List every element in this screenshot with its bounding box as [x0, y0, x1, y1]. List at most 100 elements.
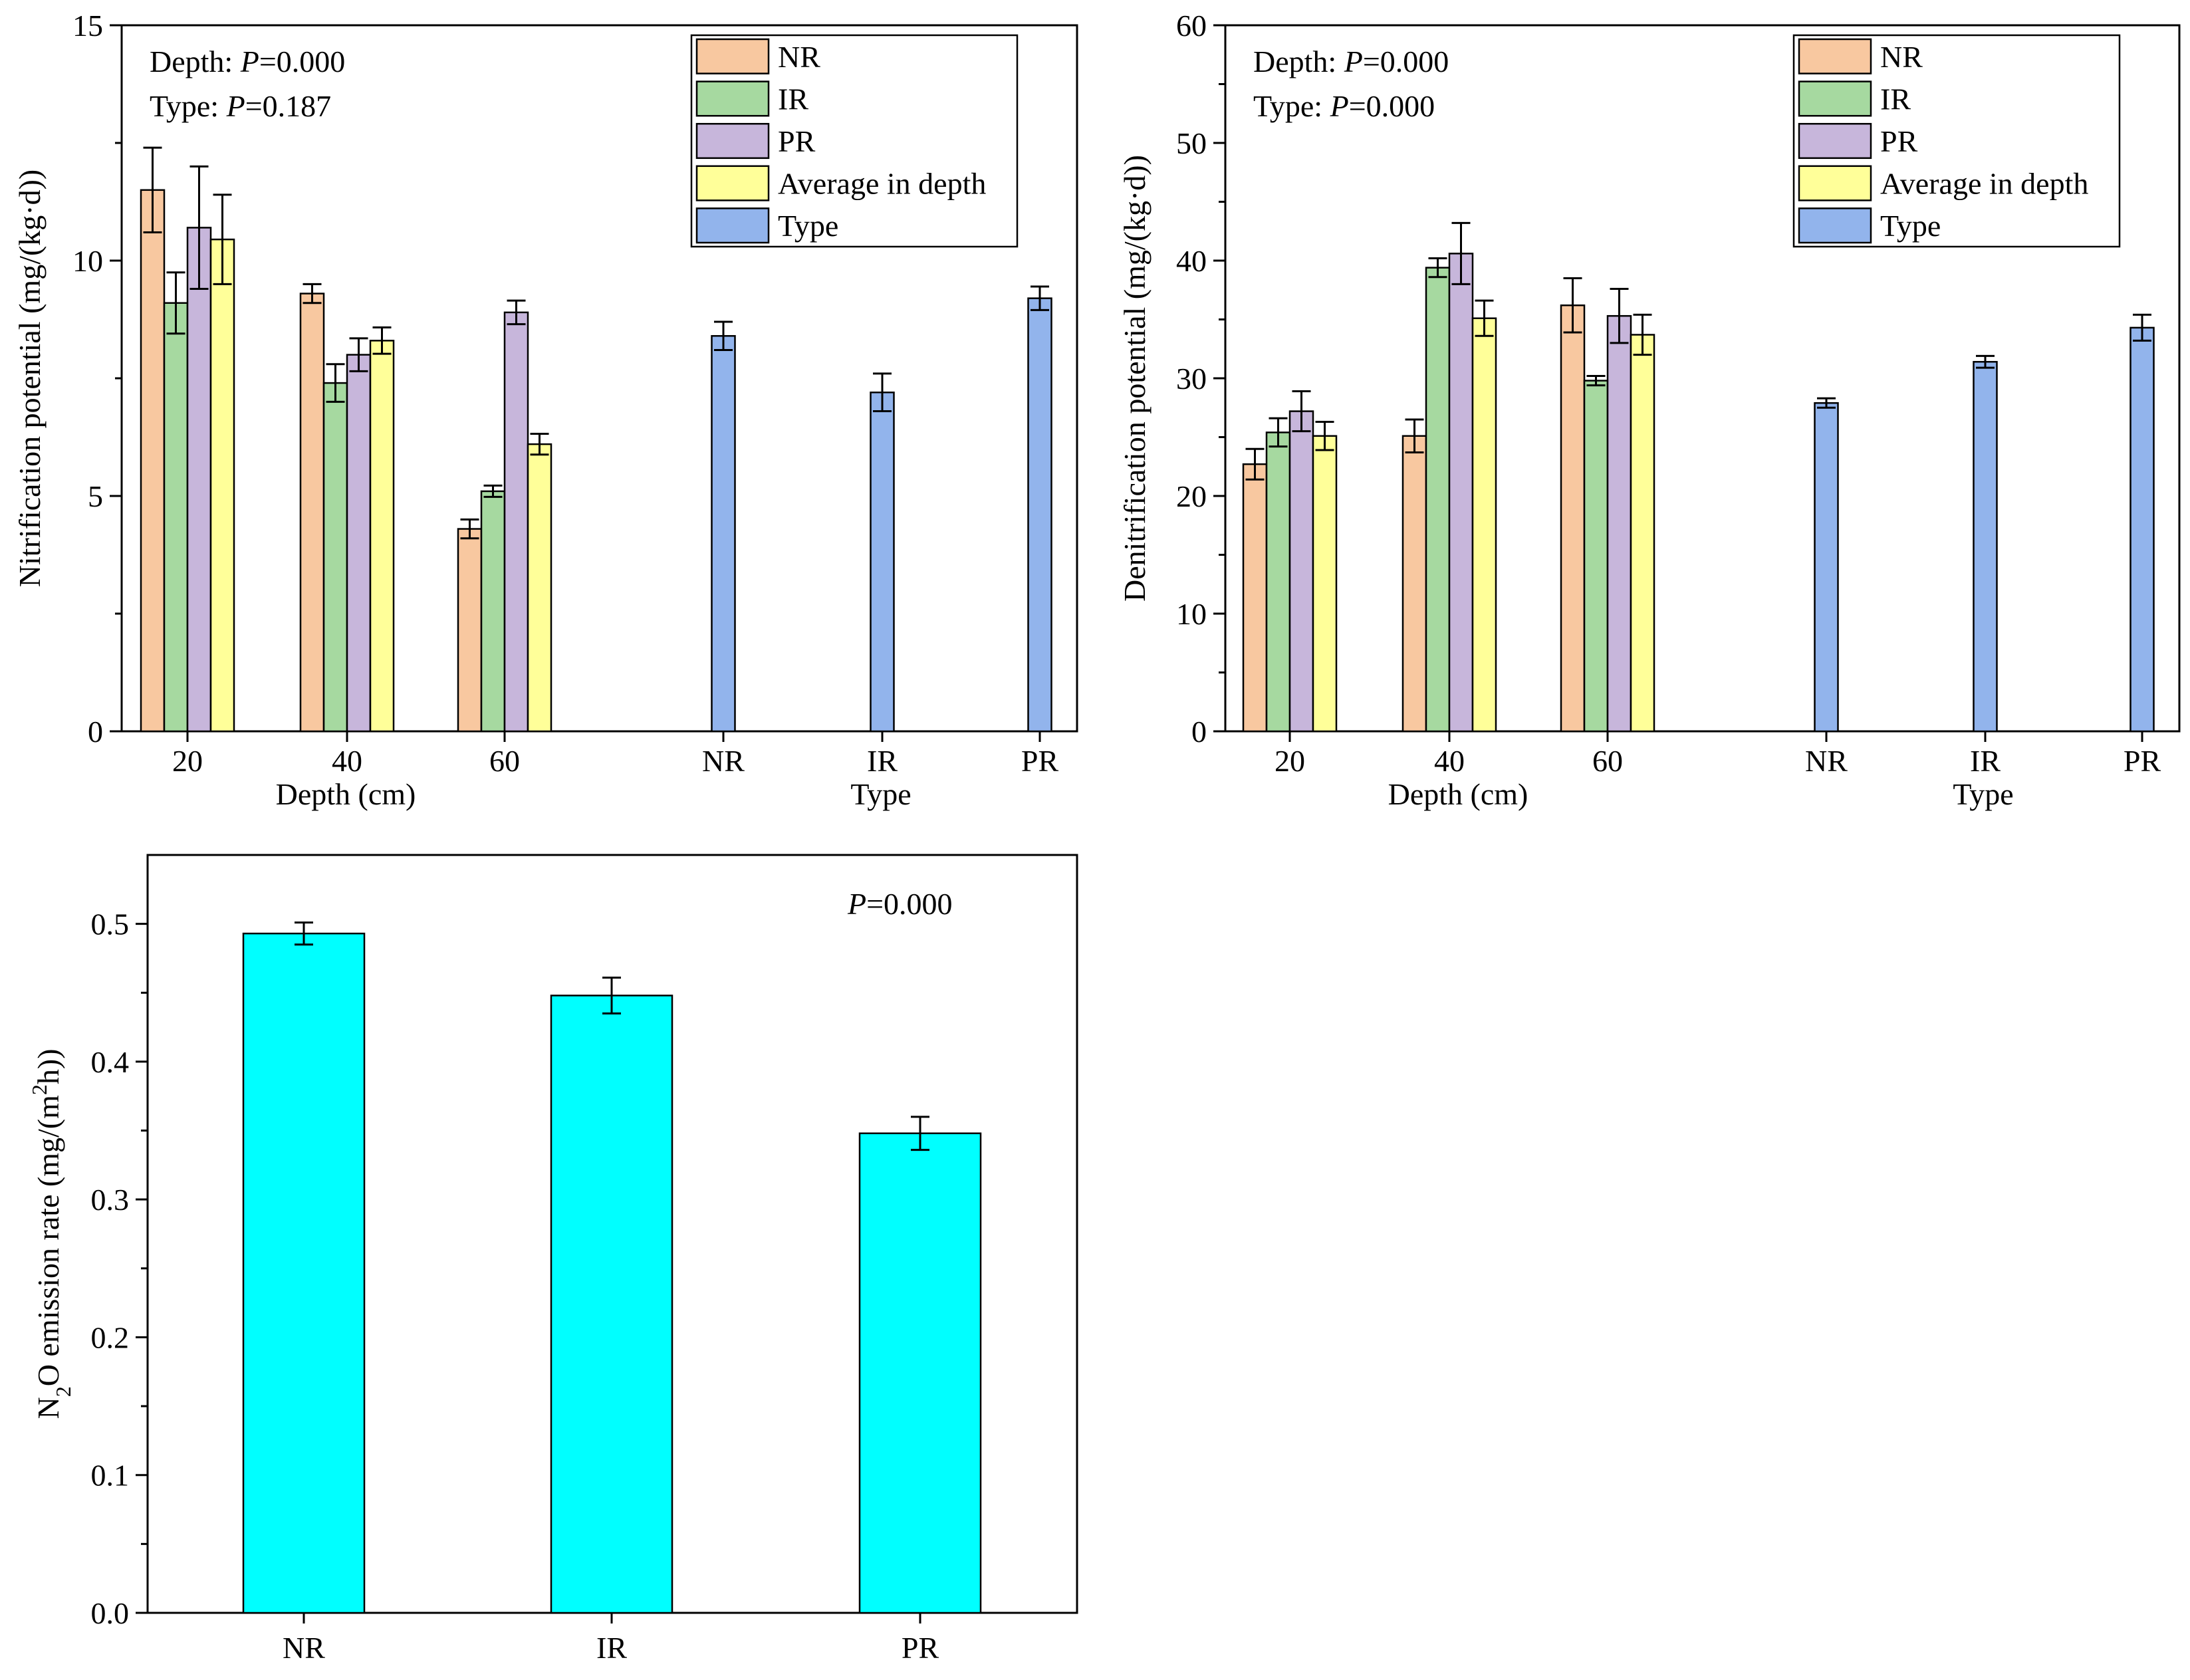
- nitrification-bar: [209, 238, 235, 733]
- denitrification-bar: [1401, 435, 1427, 733]
- nitrification-bar: [322, 382, 348, 733]
- nitrification-legend-swatch: [695, 38, 770, 74]
- n2o-bar: [858, 1132, 982, 1614]
- nitrification-bar: [870, 391, 895, 733]
- nitrification-p-value-annotation: Depth: P=0.000: [150, 45, 345, 78]
- nitrification-legend-label: Type: [778, 209, 838, 243]
- nitrification-bar: [299, 293, 325, 733]
- nitrification-error-bar: [213, 193, 232, 285]
- denitrification-error-bar: [1245, 447, 1265, 481]
- nitrification-bar: [163, 302, 189, 733]
- denitrification-error-bar: [1451, 221, 1471, 285]
- denitrification-error-bar: [1269, 417, 1288, 448]
- n2o-error-bar: [911, 1116, 929, 1151]
- nitrification-bar: [1027, 297, 1052, 733]
- denitrification-error-bar: [1610, 287, 1629, 344]
- nitrification-y-tick-label: 0: [88, 715, 103, 749]
- denitrification-bar: [1312, 435, 1338, 733]
- n2o-error-bar: [602, 976, 621, 1015]
- denitrification-error-bar: [1586, 374, 1606, 387]
- denitrification-x-tick-label: IR: [1970, 744, 2001, 778]
- denitrification-bar: [1288, 410, 1314, 733]
- n2o-y-tick-label: 0.3: [91, 1183, 130, 1217]
- denitrification-y-tick-label: 60: [1176, 9, 1207, 43]
- denitrification-y-tick-label: 50: [1176, 126, 1207, 160]
- n2o-bar: [550, 995, 673, 1614]
- nitrification-error-bar: [189, 165, 209, 290]
- nitrification-legend-label: Average in depth: [778, 167, 986, 201]
- denitrification-bar: [1448, 253, 1474, 733]
- nitrification-bar: [346, 354, 372, 733]
- n2o-p-value-annotation: P=0.000: [847, 887, 953, 921]
- denitrification-bar: [1265, 431, 1291, 733]
- nitrification-error-bar: [460, 518, 479, 540]
- nitrification-x-tick-label: 20: [172, 744, 203, 778]
- denitrification-bar: [1973, 360, 1998, 733]
- denitrification-error-bar: [1817, 397, 1836, 409]
- denitrification-error-bar: [1633, 313, 1652, 356]
- nitrification-y-tick-label: 15: [72, 9, 103, 43]
- denitrification-bar: [1814, 402, 1839, 733]
- nitrification-bar: [527, 443, 552, 733]
- denitrification-legend-label: IR: [1880, 82, 1911, 116]
- nitrification-bar: [186, 227, 212, 733]
- nitrification-x-axis-title: Depth (cm): [276, 777, 416, 811]
- nitrification-legend-swatch: [695, 80, 770, 117]
- denitrification-y-tick-label: 30: [1176, 362, 1207, 396]
- denitrification-bar: [2129, 326, 2155, 733]
- denitrification-error-bar: [1475, 299, 1494, 337]
- denitrification-legend-label: PR: [1880, 124, 1918, 158]
- nitrification-bar: [711, 335, 736, 733]
- denitrification-legend-swatch: [1798, 165, 1872, 201]
- denitrification-legend-swatch: [1798, 80, 1872, 117]
- denitrification-error-bar: [1405, 418, 1424, 454]
- nitrification-legend-label: PR: [778, 124, 816, 158]
- nitrification-error-bar: [873, 372, 892, 413]
- nitrification-legend-swatch: [695, 122, 770, 160]
- nitrification-x-tick-label: 40: [332, 744, 362, 778]
- denitrification-error-bar: [1976, 354, 1995, 369]
- nitrification-x-tick-label: 60: [489, 744, 520, 778]
- nitrification-p-value-annotation: Type: P=0.187: [150, 89, 331, 123]
- denitrification-y-axis-title: Denitrification potential (mg/(kg·d)): [1118, 155, 1152, 602]
- denitrification-bar: [1630, 334, 1655, 733]
- denitrification-y-tick-label: 10: [1176, 597, 1207, 631]
- n2o-error-bar: [295, 921, 313, 946]
- denitrification-x-tick-label: 20: [1275, 744, 1305, 778]
- denitrification-x-tick-label: PR: [2124, 744, 2161, 778]
- n2o-y-axis-title: N2O emission rate (mg/(m2h)): [27, 1048, 75, 1419]
- nitrification-legend-label: IR: [778, 82, 808, 116]
- denitrification-bar: [1606, 314, 1632, 733]
- denitrification-y-tick-label: 0: [1191, 715, 1207, 749]
- nitrification-error-bar: [372, 326, 392, 355]
- denitrification-error-bar: [2133, 313, 2151, 342]
- nitrification-error-bar: [1031, 285, 1049, 311]
- denitrification-error-bar: [1315, 420, 1334, 451]
- denitrification-p-value-annotation: Depth: P=0.000: [1253, 45, 1449, 78]
- nitrification-x-axis-title: Type: [850, 777, 911, 811]
- nitrification-x-tick-label: NR: [702, 744, 745, 778]
- nitrification-bar: [140, 189, 166, 733]
- nitrification-error-bar: [349, 337, 368, 372]
- denitrification-legend: NR IR PR Average in depth Type: [1792, 34, 2121, 248]
- denitrification-legend-label: Average in depth: [1880, 167, 2088, 201]
- nitrification-bar: [503, 311, 529, 733]
- nitrification-error-bar: [303, 283, 322, 304]
- nitrification-x-tick-label: IR: [867, 744, 898, 778]
- denitrification-x-tick-label: NR: [1805, 744, 1848, 778]
- nitrification-error-bar: [507, 299, 526, 326]
- nitrification-legend-label: NR: [778, 40, 820, 74]
- nitrification-legend-swatch: [695, 207, 770, 244]
- nitrification-bar: [480, 490, 506, 733]
- nitrification-bar: [369, 340, 395, 733]
- denitrification-x-axis-title: Type: [1953, 777, 2013, 811]
- denitrification-x-tick-label: 40: [1434, 744, 1465, 778]
- nitrification-y-tick-label: 5: [88, 479, 103, 513]
- nitrification-error-bar: [483, 484, 503, 498]
- nitrification-error-bar: [143, 146, 162, 234]
- nitrification-error-bar: [326, 363, 345, 403]
- nitrification-legend: NR IR PR Average in depth Type: [690, 34, 1019, 248]
- nitrification-y-tick-label: 10: [72, 244, 103, 278]
- nitrification-legend-swatch: [695, 165, 770, 201]
- denitrification-bar: [1242, 463, 1268, 733]
